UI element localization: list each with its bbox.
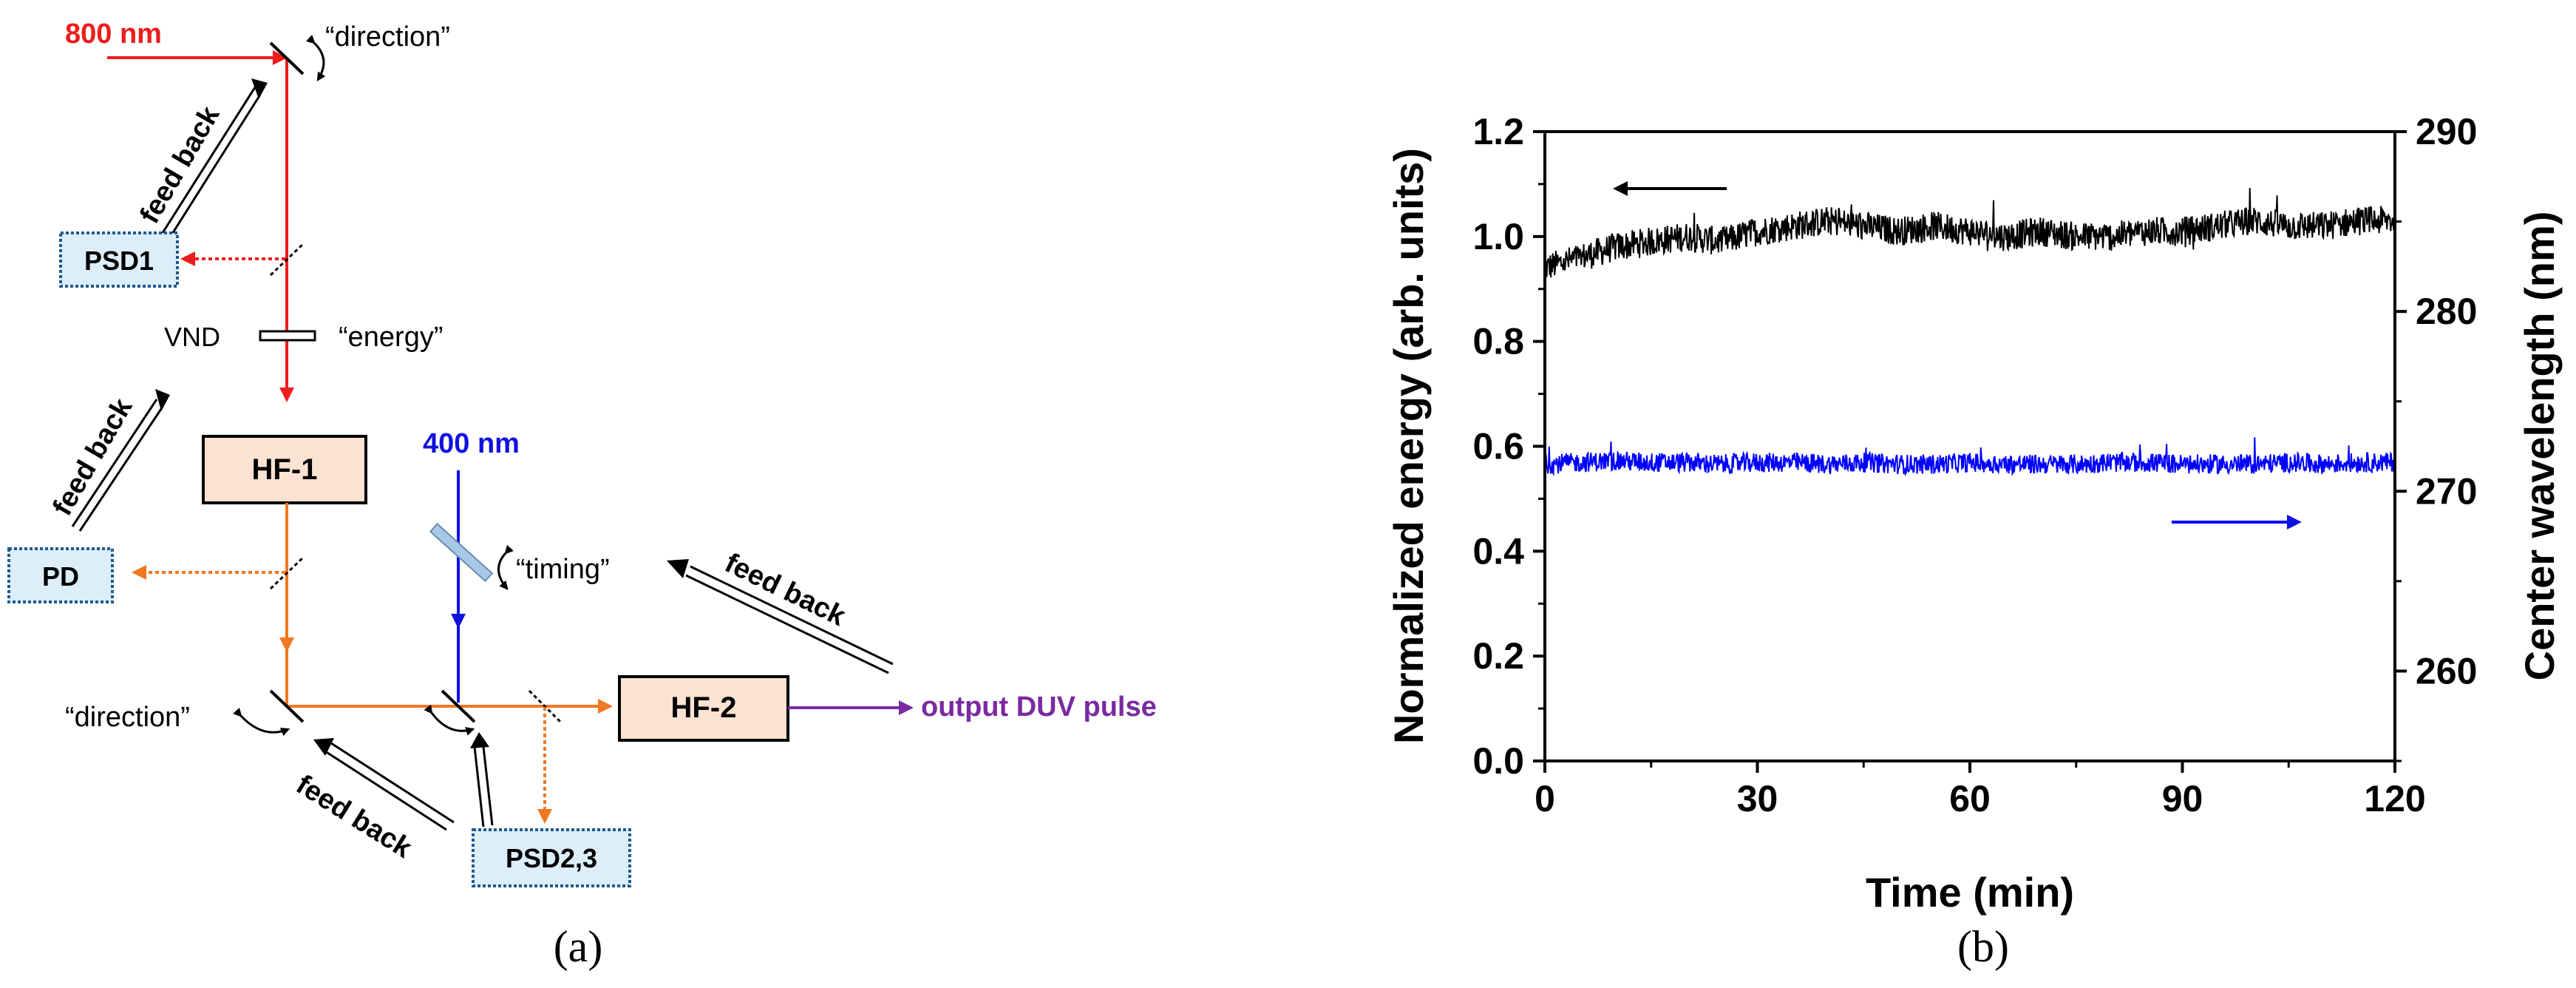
y-left-tick-label: 0.4 [1472, 530, 1524, 572]
label-800nm: 800 nm [65, 18, 162, 50]
x-axis-label: Time (min) [1866, 869, 2074, 916]
y-left-tick-label: 0.6 [1472, 426, 1524, 467]
y-left-tick-label: 0.8 [1472, 321, 1524, 362]
label-energy: “energy” [339, 322, 444, 353]
setup-diagram: 800 nm “direction” feed back PSD1 VND [7, 18, 1157, 971]
label-hf2: HF-2 [671, 691, 737, 724]
mirror-direction-top: “direction” [269, 21, 450, 82]
feedback-arrow-bottom-left: feed back [290, 738, 455, 864]
series-wavelength-line [1544, 437, 2396, 477]
stability-chart: 0 30 60 90 120 0.0 0.2 0.4 0.6 0.8 1.0 1.2 260 270 280… [1385, 111, 2563, 971]
y-axis-right-label: Center wavelength (nm) [2516, 212, 2563, 681]
vnd-filter: VND “energy” [164, 322, 444, 353]
y-right-tick-label: 290 [2416, 111, 2477, 152]
caption-a: (a) [554, 922, 603, 971]
label-hf1: HF-1 [252, 453, 318, 486]
pd-box: PD [7, 547, 114, 603]
mirror-direction-bottom: “direction” [65, 689, 305, 737]
label-feedback-bottom: feed back [290, 769, 418, 864]
hf2-box: HF-2 [618, 675, 789, 742]
label-timing: “timing” [516, 554, 610, 585]
series-energy-line [1544, 188, 2396, 278]
feedback-arrow-top: feed back [134, 78, 268, 240]
feedback-arrow-bottom-right [470, 732, 494, 828]
feedback-arrow-middle: feed back [47, 389, 170, 532]
label-pd: PD [42, 561, 79, 592]
label-feedback-middle: feed back [47, 393, 138, 521]
x-tick-label: 30 [1737, 778, 1778, 819]
x-tick-label: 120 [2364, 778, 2425, 819]
y-right-tick-label: 260 [2416, 650, 2477, 691]
label-psd23: PSD2,3 [506, 843, 597, 873]
feedback-arrow-right: feed back [667, 547, 894, 674]
label-400nm: 400 nm [423, 428, 520, 459]
x-tick-label: 60 [1949, 778, 1991, 819]
x-tick-label: 90 [2162, 778, 2203, 819]
dichroic-mirror [424, 689, 476, 736]
psd23-box: PSD2,3 [472, 828, 631, 887]
label-psd1: PSD1 [84, 246, 154, 276]
beam-800nm: 800 nm [65, 18, 294, 402]
timing-plate: “timing” [429, 522, 610, 590]
y-left-tick-label: 0.2 [1472, 635, 1524, 677]
y-left-tick-label: 1.0 [1472, 216, 1524, 257]
y-right-tick-label: 280 [2416, 291, 2477, 332]
y-left-tick-label: 0.0 [1472, 740, 1524, 782]
y-axis-left-label: Normalized energy (arb. units) [1385, 148, 1432, 744]
y-left-tick-label: 1.2 [1472, 111, 1524, 152]
hf1-box: HF-1 [202, 435, 367, 504]
psd1-box: PSD1 [59, 231, 179, 288]
caption-b: (b) [1957, 922, 2009, 971]
x-tick-label: 0 [1535, 778, 1555, 819]
label-vnd: VND [164, 322, 220, 352]
label-output: output DUV pulse [921, 691, 1157, 723]
beam-400nm: 400 nm [423, 428, 520, 703]
label-feedback-top: feed back [134, 101, 225, 229]
label-direction-top: “direction” [325, 21, 450, 53]
label-direction-bottom: “direction” [65, 702, 190, 733]
y-right-tick-label: 270 [2416, 470, 2477, 512]
